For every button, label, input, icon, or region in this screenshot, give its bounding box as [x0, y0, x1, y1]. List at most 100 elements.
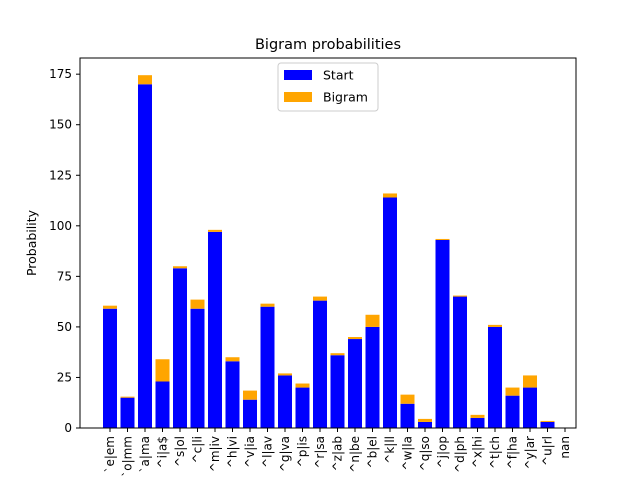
bar-bigram-10 — [278, 373, 292, 376]
bar-start-12 — [313, 300, 327, 428]
bar-bigram-22 — [488, 324, 502, 327]
x-tick-label: ^b|el — [366, 436, 380, 468]
bar-bigram-13 — [330, 353, 345, 356]
bar-start-25 — [540, 421, 555, 428]
bar-start-15 — [365, 326, 380, 428]
bar-bigram-18 — [418, 418, 432, 422]
x-tick-label: ^y|ar — [523, 436, 537, 470]
bar-start-6 — [208, 231, 222, 428]
y-tick-label: 0 — [64, 421, 72, 435]
x-tick-label: ^d|ph — [453, 436, 467, 473]
y-tick-label: 150 — [49, 118, 72, 132]
bar-start-4 — [173, 268, 187, 428]
bar-start-5 — [190, 308, 205, 428]
legend-swatch-start — [284, 70, 312, 80]
bar-bigram-3 — [155, 359, 170, 382]
x-tick-label: ^t|ch — [488, 436, 502, 469]
bar-bigram-24 — [523, 375, 537, 388]
x-axis-ticks: `e|em `o|mm `a|ma ^i|a$ ^s|ol ^c|li ^m|iv ^h|vi… — [103, 428, 572, 477]
bar-bigram-25 — [540, 420, 555, 422]
x-tick-label: ^z|ab — [331, 436, 345, 471]
bar-bigram-9 — [260, 303, 275, 307]
bar-bigram-23 — [505, 387, 520, 396]
bar-bigram-21 — [470, 414, 485, 418]
bar-bigram-12 — [313, 296, 327, 301]
y-tick-label: 175 — [49, 67, 72, 81]
bar-bigram-19 — [435, 238, 450, 240]
bar-bigram-0 — [103, 305, 117, 309]
legend-label-start: Start — [323, 68, 354, 83]
bar-start-20 — [453, 296, 467, 428]
x-tick-label: ^u|rl — [541, 436, 555, 466]
bar-start-16 — [383, 197, 397, 428]
chart-title: Bigram probabilities — [255, 37, 401, 53]
x-tick-label: ^k|ll — [383, 436, 397, 464]
bar-start-18 — [418, 421, 432, 428]
bar-bigram-1 — [120, 396, 135, 398]
bar-start-0 — [103, 308, 117, 428]
x-tick-label: ^g|va — [278, 436, 292, 472]
bar-start-17 — [400, 403, 415, 428]
y-axis-ticks: 0 25 50 75 100 125 150 175 — [49, 67, 80, 435]
bar-bigram-7 — [225, 357, 240, 362]
x-tick-label: ^n|be — [348, 436, 362, 473]
bar-bigram-17 — [400, 394, 415, 404]
x-tick-label: ^h|vi — [226, 436, 240, 468]
legend-swatch-bigram — [284, 92, 312, 102]
bar-start-11 — [295, 387, 310, 428]
x-tick-label: ^s|ol — [173, 436, 187, 467]
x-tick-label: `e|em — [103, 436, 117, 473]
x-tick-label: ^v|ia — [243, 436, 257, 468]
x-tick-label: ^c|li — [191, 436, 205, 463]
x-tick-label: ^w|la — [401, 436, 415, 471]
bar-bigram-14 — [348, 337, 362, 340]
x-tick-label: `a|ma — [138, 436, 152, 472]
y-tick-label: 75 — [57, 269, 72, 283]
bar-start-23 — [505, 395, 520, 428]
bar-bigram-8 — [243, 390, 257, 400]
bar-bigram-6 — [208, 229, 222, 232]
bar-bigram-2 — [138, 75, 152, 85]
bar-start-19 — [435, 239, 450, 428]
bar-bigram-5 — [190, 299, 205, 309]
x-tick-label: ^m|iv — [208, 436, 222, 472]
bar-start-3 — [155, 381, 170, 428]
x-tick-label: ^x|hi — [471, 436, 485, 468]
bar-bigram-15 — [365, 314, 380, 327]
x-tick-label: ^q|so — [418, 436, 432, 471]
x-tick-label: ^l|av — [261, 436, 275, 468]
legend-label-bigram: Bigram — [323, 90, 368, 105]
y-tick-label: 100 — [49, 219, 72, 233]
bar-bigram-4 — [173, 266, 187, 269]
x-tick-label: ^i|a$ — [156, 436, 170, 468]
plot-area-frame — [79, 57, 577, 429]
bar-start-13 — [330, 355, 345, 428]
x-tick-label: ^p|is — [296, 436, 310, 467]
bar-bigram-11 — [295, 383, 310, 388]
x-tick-label: ^j|op — [436, 436, 450, 468]
bar-start-14 — [348, 339, 362, 428]
bar-start-24 — [523, 387, 537, 428]
bar-start-21 — [470, 417, 485, 428]
bar-start-10 — [278, 375, 292, 428]
y-tick-label: 25 — [57, 370, 72, 384]
y-tick-label: 50 — [57, 320, 72, 334]
x-tick-label: `o|mm — [121, 436, 135, 477]
bars-group — [103, 75, 555, 429]
bar-bigram-20 — [453, 295, 467, 297]
y-tick-label: 125 — [49, 168, 72, 182]
legend: Start Bigram — [277, 62, 379, 112]
bar-start-1 — [120, 397, 135, 428]
bar-start-2 — [138, 84, 152, 429]
x-tick-label: nan — [558, 436, 572, 459]
bar-bigram-16 — [383, 193, 397, 198]
x-tick-label: ^r|sa — [313, 436, 327, 469]
bar-start-22 — [488, 326, 502, 428]
bar-start-9 — [260, 306, 275, 428]
bar-start-7 — [225, 361, 240, 428]
y-axis-label: Probability — [24, 209, 39, 276]
x-tick-label: ^f|ha — [506, 436, 520, 469]
bar-start-8 — [243, 399, 257, 428]
